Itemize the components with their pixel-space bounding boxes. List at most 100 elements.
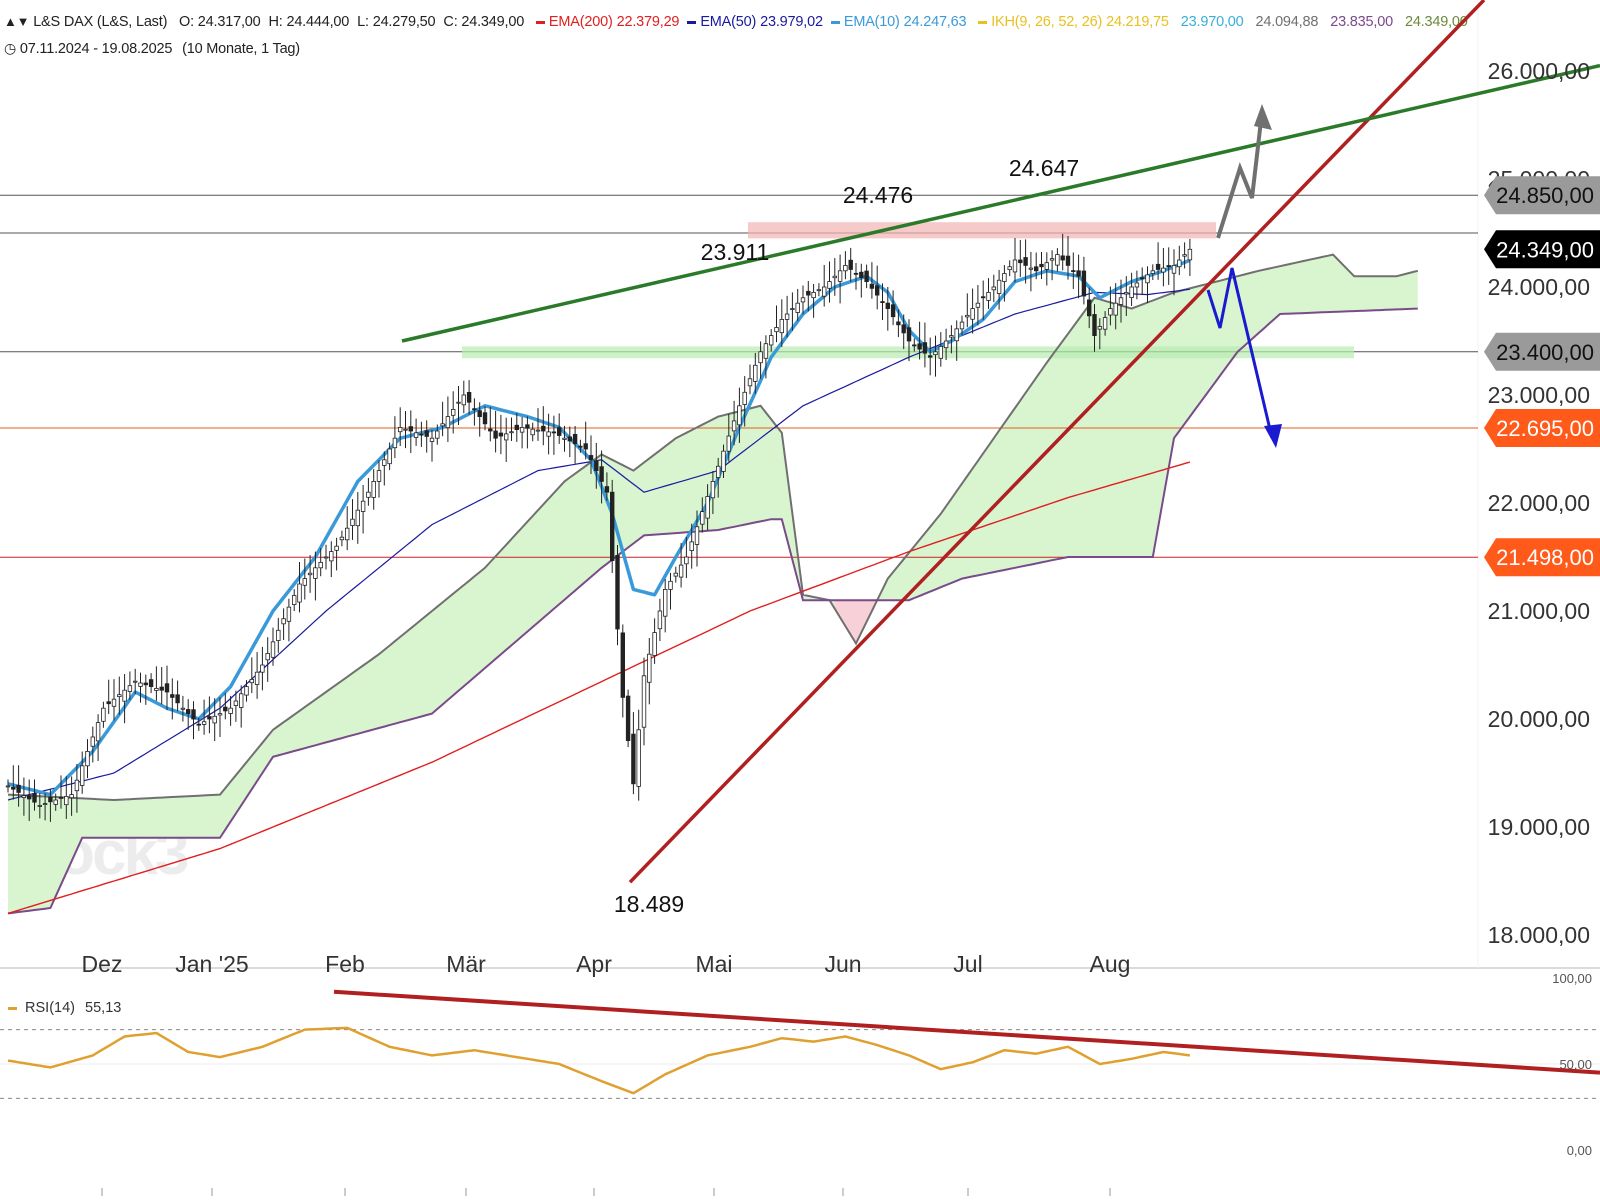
- candle-body-up: [249, 679, 254, 684]
- candle-154: [822, 264, 827, 307]
- candle-body-down: [26, 795, 32, 800]
- bearish-scenario-arrow: [1206, 267, 1274, 439]
- candle-body-up: [1150, 270, 1155, 274]
- pivot-label-2: 24.647: [1009, 155, 1079, 181]
- candle-body-up: [435, 430, 440, 439]
- rsi-value: 55,13: [85, 1000, 122, 1016]
- candle-82: [440, 401, 445, 437]
- candle-208: [1108, 286, 1113, 326]
- candle-body-up: [180, 707, 186, 710]
- candle-body-down: [599, 466, 604, 482]
- candle-body-down: [1155, 263, 1161, 270]
- resistance-zone: [748, 222, 1216, 239]
- candle-body-up: [519, 426, 525, 433]
- candle-49: [265, 637, 270, 682]
- candle-body-up: [1113, 302, 1118, 316]
- candle-body-down: [185, 709, 191, 714]
- month-label-2: Feb: [325, 951, 365, 977]
- candle-34: [185, 699, 191, 730]
- price-tag-0: 24.850,00: [1496, 183, 1594, 208]
- candle-26: [143, 674, 148, 705]
- candle-161: [859, 263, 864, 298]
- candle-body-down: [58, 797, 64, 799]
- candle-105: [562, 425, 567, 452]
- candle-219: [1166, 247, 1171, 285]
- header-row-2: ◷ 07.11.2024 - 19.08.2025 (10 Monate, 1 …: [4, 36, 1444, 62]
- candle-body-up: [991, 286, 996, 291]
- candle-204: [1087, 287, 1092, 329]
- candle-body-down: [170, 694, 175, 698]
- candle-body-up: [933, 351, 938, 356]
- candle-185: [986, 278, 991, 309]
- candle-45: [244, 680, 249, 702]
- ohlc-label-2: L:: [357, 14, 373, 30]
- candle-body-down: [567, 436, 572, 442]
- candle-body-up: [986, 291, 991, 301]
- candle-138: [737, 387, 742, 443]
- price-tag-bg: [1484, 538, 1600, 577]
- candle-body-down: [472, 408, 477, 411]
- candle-body-down: [625, 695, 631, 742]
- candle-72: [387, 442, 392, 471]
- cloud-bullish: [877, 254, 1418, 601]
- candle-18: [101, 701, 106, 728]
- candle-182: [970, 288, 975, 334]
- indicator-swatch-2: [830, 20, 840, 24]
- bearish-arrowhead: [1264, 424, 1282, 448]
- candle-133: [710, 471, 716, 515]
- month-label-8: Aug: [1090, 951, 1131, 977]
- ohlc-value-1: 24.444,00: [286, 14, 350, 30]
- price-tag-3: 22.695,00: [1496, 416, 1594, 441]
- candle-body-down: [488, 428, 493, 432]
- candle-body-up: [694, 526, 700, 545]
- candle-137: [731, 400, 737, 446]
- candle-164: [875, 265, 880, 310]
- candle-155: [827, 261, 832, 303]
- candle-22: [122, 674, 127, 724]
- ichimoku-swatch: [978, 20, 988, 24]
- candle-body-down: [477, 410, 482, 418]
- candle-body-up: [201, 721, 207, 725]
- price-tag-bg: [1484, 408, 1600, 447]
- candle-body-down: [408, 426, 413, 432]
- candle-body-up: [816, 289, 822, 292]
- candle-body-up: [774, 327, 779, 333]
- candle-body-down: [1140, 277, 1145, 280]
- candle-119: [636, 709, 641, 801]
- candle-54: [291, 589, 297, 612]
- price-tag-bg: [1484, 332, 1600, 371]
- candle-body-up: [360, 500, 366, 512]
- candle-body-up: [1124, 291, 1129, 295]
- candle-9: [53, 793, 58, 811]
- price-tag-2: 23.400,00: [1496, 340, 1594, 365]
- candle-159: [848, 247, 853, 282]
- candle-body-down: [610, 491, 615, 562]
- candle-body-down: [631, 733, 636, 785]
- candle-body-up: [710, 480, 716, 499]
- candle-118: [631, 712, 636, 795]
- candle-157: [837, 254, 843, 304]
- candle-167: [890, 290, 896, 326]
- candle-14: [80, 751, 85, 794]
- candle-70: [376, 460, 382, 498]
- candle-body-up: [747, 378, 753, 387]
- candle-160: [853, 262, 859, 290]
- candle-180: [959, 315, 965, 336]
- candle-body-down: [1076, 270, 1081, 277]
- candle-body-up: [138, 682, 143, 687]
- candle-59: [318, 548, 323, 577]
- bar-chart-icon[interactable]: ▲▼: [4, 14, 30, 29]
- candle-221: [1177, 245, 1182, 276]
- candle-body-up: [1171, 264, 1177, 274]
- ohlc-value-3: 24.349,00: [461, 14, 525, 30]
- candle-body-down: [1092, 314, 1097, 336]
- candle-body-down: [917, 343, 922, 350]
- candle-93: [498, 414, 504, 455]
- month-label-6: Jun: [824, 951, 861, 977]
- candle-206: [1097, 318, 1102, 350]
- candle-95: [509, 417, 514, 442]
- candle-6: [37, 793, 42, 819]
- candle-body-up: [382, 459, 387, 466]
- candle-165: [880, 283, 885, 320]
